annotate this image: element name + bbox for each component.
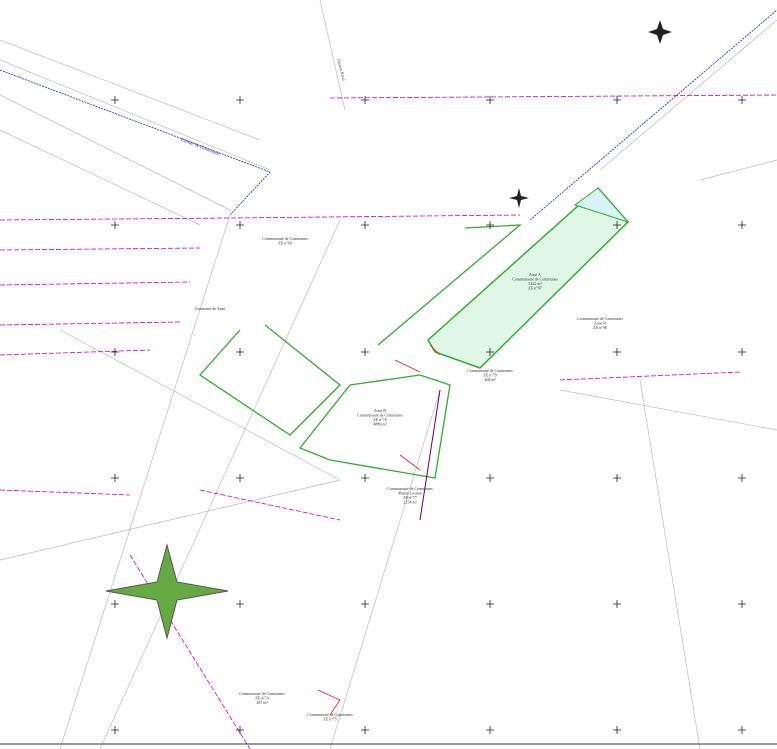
label-line: 4880 m² [373, 422, 387, 427]
grid-cross [111, 600, 119, 608]
parcel-label: Commune de Saint [195, 306, 227, 311]
grid-cross [236, 726, 244, 734]
label-line: Zone A [529, 272, 541, 277]
grid-cross [486, 221, 494, 229]
green-parcels [199, 224, 522, 479]
commune-limit [0, 9, 777, 221]
label-line: 268 m² [484, 377, 496, 382]
grid-cross [361, 96, 369, 104]
parcel-label: Communauté de Communes ZE n°60 [262, 236, 308, 246]
label-line: Communauté de Communes [512, 277, 558, 282]
label-line: ZE n°75 [323, 717, 337, 722]
label-line: Communauté de Communes [387, 486, 433, 491]
grid-cross [486, 726, 494, 734]
label-line: Communauté de Communes [357, 413, 403, 418]
wall [419, 389, 441, 521]
parcel-label: Communauté de Communes ZE n°75 [307, 712, 353, 722]
grid-cross [613, 348, 621, 356]
grid-cross [613, 726, 621, 734]
label-line: Communauté de Communes [577, 316, 623, 321]
grid-cross [361, 726, 369, 734]
label-line: ZE n°79 [483, 373, 497, 378]
label-line: ZE n°74 [255, 696, 269, 701]
grid-cross [361, 474, 369, 482]
boundary-lines [0, 94, 777, 749]
grid-cross [486, 348, 494, 356]
grid-cross [111, 96, 119, 104]
grid-cross [486, 96, 494, 104]
sub-parcel [573, 187, 630, 224]
grid-cross [738, 726, 746, 734]
parcel-label: Communauté de Communes Zone B ZE n°98 [577, 316, 623, 330]
label-line: ZE n°77 [403, 495, 417, 500]
grid-cross [236, 474, 244, 482]
label-line: ZE n°97 [528, 286, 542, 291]
grid-cross [738, 221, 746, 229]
label-line: ZE n°98 [593, 325, 607, 330]
parcel-label: Zone B Communauté de Communes ZE n°76 4880 … [357, 408, 403, 427]
red-details [317, 344, 441, 716]
parcel-label: Communauté de Communes Maître Lesieur ZE n… [387, 486, 433, 505]
compass-small [648, 20, 672, 44]
label-line: 2154 m² [403, 500, 417, 505]
label-line: Commune de Saint [195, 306, 227, 311]
label-line: Zone B [374, 408, 386, 413]
grid-cross [613, 96, 621, 104]
grid-cross [111, 726, 119, 734]
grid-cross [738, 600, 746, 608]
label-line: 5422 m² [528, 281, 542, 286]
parcel-label: Chemin Rural [336, 58, 347, 82]
grid-cross [236, 96, 244, 104]
grid-cross [613, 474, 621, 482]
grid-cross [111, 221, 119, 229]
label-line: Zone B [594, 321, 606, 326]
parcel-label: Communauté de Communes ZE n°79 268 m² [467, 368, 513, 382]
grid-cross [361, 221, 369, 229]
grid-cross [613, 600, 621, 608]
parcel-label: Communauté de Communes ZE n°74 287 m² [239, 691, 285, 705]
parcel-label: Zone A Communauté de Communes 5422 m² ZE n°… [512, 272, 558, 291]
grid-cross [111, 474, 119, 482]
label-line: Maître Lesieur [398, 491, 422, 496]
label-line: Chemin Rural [336, 58, 347, 82]
label-line: Communauté de Communes [307, 712, 353, 717]
label-line: Communauté de Communes [262, 236, 308, 241]
label-line: Communauté de Communes [239, 691, 285, 696]
grid-cross [236, 348, 244, 356]
grid-cross [738, 474, 746, 482]
grid-cross [486, 600, 494, 608]
compass-small [509, 188, 529, 208]
grid-cross [613, 221, 621, 229]
grid-cross [111, 348, 119, 356]
grid-cross [236, 600, 244, 608]
grid-cross [236, 221, 244, 229]
label-line: Communauté de Communes [467, 368, 513, 373]
grid-cross [361, 348, 369, 356]
label-line: 287 m² [256, 700, 268, 705]
grid-cross [486, 474, 494, 482]
label-line: ZE n°60 [278, 241, 292, 246]
compass-large [105, 543, 229, 640]
grid-crosses [111, 96, 746, 734]
grid-cross [738, 96, 746, 104]
label-line: ZE n°76 [373, 417, 387, 422]
grid-cross [361, 600, 369, 608]
grid-cross [738, 348, 746, 356]
